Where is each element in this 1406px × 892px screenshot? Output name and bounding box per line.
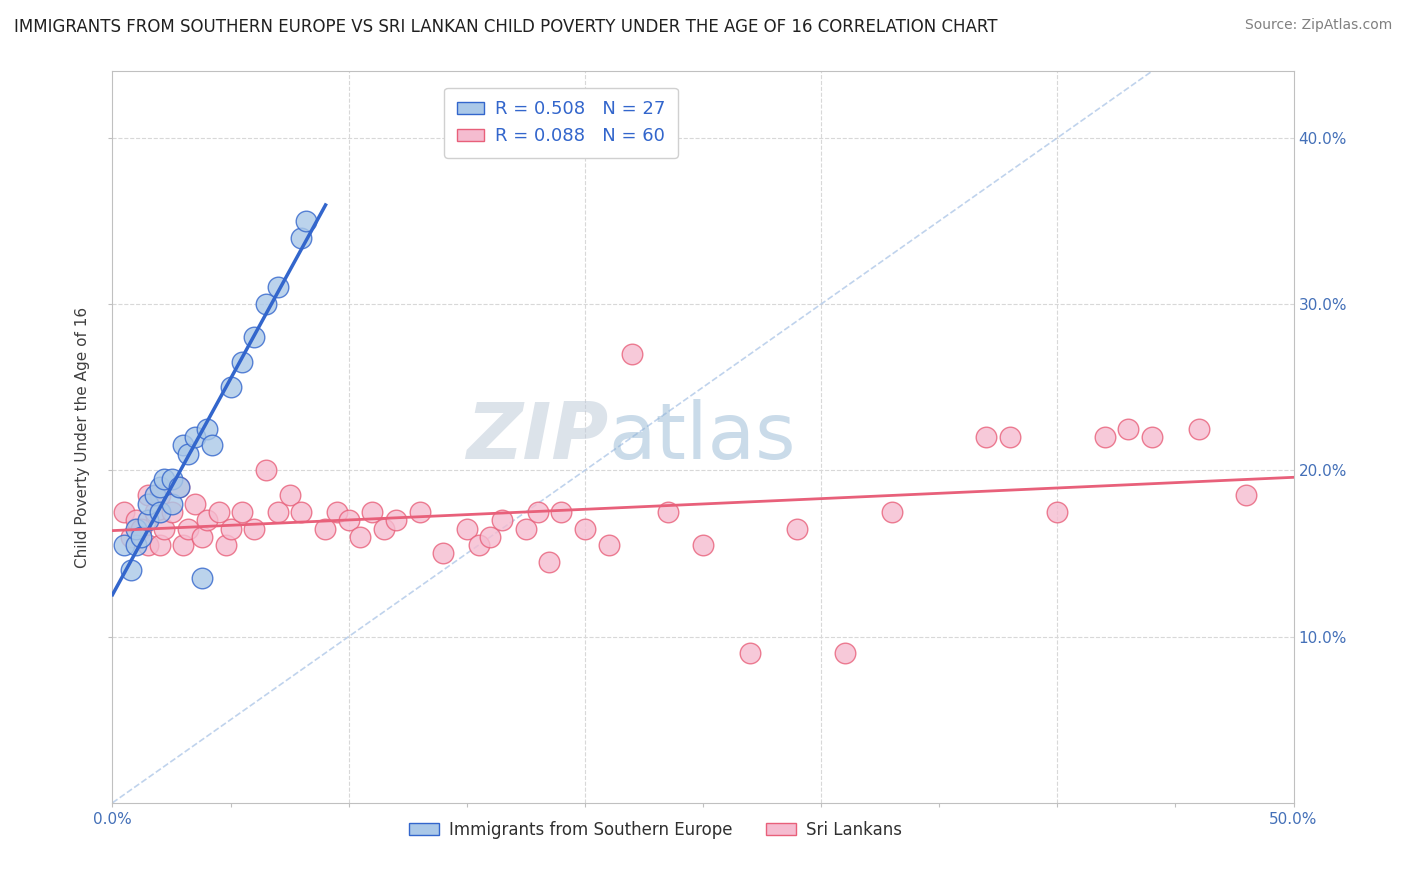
Point xyxy=(112,538,135,552)
Text: Source: ZipAtlas.com: Source: ZipAtlas.com xyxy=(1244,18,1392,32)
Point xyxy=(1188,422,1211,436)
Point xyxy=(129,530,152,544)
Point xyxy=(337,513,360,527)
Point xyxy=(125,521,148,535)
Point xyxy=(657,505,679,519)
Point xyxy=(491,513,513,527)
Point xyxy=(136,488,159,502)
Point xyxy=(149,488,172,502)
Point xyxy=(231,355,253,369)
Point xyxy=(120,530,142,544)
Point xyxy=(167,480,190,494)
Point xyxy=(172,438,194,452)
Point xyxy=(361,505,384,519)
Point xyxy=(160,505,183,519)
Point xyxy=(692,538,714,552)
Point xyxy=(143,505,166,519)
Point xyxy=(349,530,371,544)
Point xyxy=(201,438,224,452)
Point xyxy=(254,297,277,311)
Point xyxy=(172,538,194,552)
Point xyxy=(467,538,489,552)
Point xyxy=(143,488,166,502)
Point xyxy=(129,521,152,535)
Point xyxy=(149,538,172,552)
Point xyxy=(479,530,502,544)
Point xyxy=(786,521,808,535)
Text: IMMIGRANTS FROM SOUTHERN EUROPE VS SRI LANKAN CHILD POVERTY UNDER THE AGE OF 16 : IMMIGRANTS FROM SOUTHERN EUROPE VS SRI L… xyxy=(14,18,998,36)
Point xyxy=(432,546,454,560)
Point xyxy=(408,505,430,519)
Point xyxy=(215,538,238,552)
Point xyxy=(574,521,596,535)
Point xyxy=(880,505,903,519)
Point xyxy=(267,505,290,519)
Point xyxy=(136,497,159,511)
Point xyxy=(550,505,572,519)
Point xyxy=(515,521,537,535)
Point xyxy=(326,505,349,519)
Text: atlas: atlas xyxy=(609,399,796,475)
Point xyxy=(290,505,312,519)
Y-axis label: Child Poverty Under the Age of 16: Child Poverty Under the Age of 16 xyxy=(75,307,90,567)
Point xyxy=(195,422,218,436)
Point xyxy=(538,555,561,569)
Point xyxy=(219,521,242,535)
Point xyxy=(1116,422,1139,436)
Point xyxy=(295,214,318,228)
Point xyxy=(153,521,176,535)
Point xyxy=(177,447,200,461)
Point xyxy=(177,521,200,535)
Point xyxy=(125,513,148,527)
Point xyxy=(120,563,142,577)
Point xyxy=(278,488,301,502)
Point xyxy=(526,505,548,519)
Point xyxy=(160,497,183,511)
Point xyxy=(834,646,856,660)
Point xyxy=(385,513,408,527)
Point xyxy=(243,330,266,344)
Point xyxy=(998,430,1021,444)
Point xyxy=(231,505,253,519)
Point xyxy=(112,505,135,519)
Point xyxy=(598,538,620,552)
Point xyxy=(621,347,644,361)
Text: ZIP: ZIP xyxy=(467,399,609,475)
Point xyxy=(184,430,207,444)
Point xyxy=(290,230,312,244)
Point xyxy=(314,521,336,535)
Legend: Immigrants from Southern Europe, Sri Lankans: Immigrants from Southern Europe, Sri Lan… xyxy=(402,814,908,846)
Point xyxy=(456,521,478,535)
Point xyxy=(976,430,998,444)
Point xyxy=(243,521,266,535)
Point xyxy=(191,530,214,544)
Point xyxy=(149,480,172,494)
Point xyxy=(1046,505,1069,519)
Point xyxy=(208,505,231,519)
Point xyxy=(373,521,395,535)
Point xyxy=(184,497,207,511)
Point xyxy=(153,472,176,486)
Point xyxy=(167,480,190,494)
Point xyxy=(1140,430,1163,444)
Point xyxy=(740,646,762,660)
Point xyxy=(191,571,214,585)
Point xyxy=(219,380,242,394)
Point xyxy=(267,280,290,294)
Point xyxy=(136,538,159,552)
Point xyxy=(1234,488,1257,502)
Point xyxy=(125,538,148,552)
Point xyxy=(136,513,159,527)
Point xyxy=(254,463,277,477)
Point xyxy=(149,505,172,519)
Point xyxy=(160,472,183,486)
Point xyxy=(195,513,218,527)
Point xyxy=(1094,430,1116,444)
